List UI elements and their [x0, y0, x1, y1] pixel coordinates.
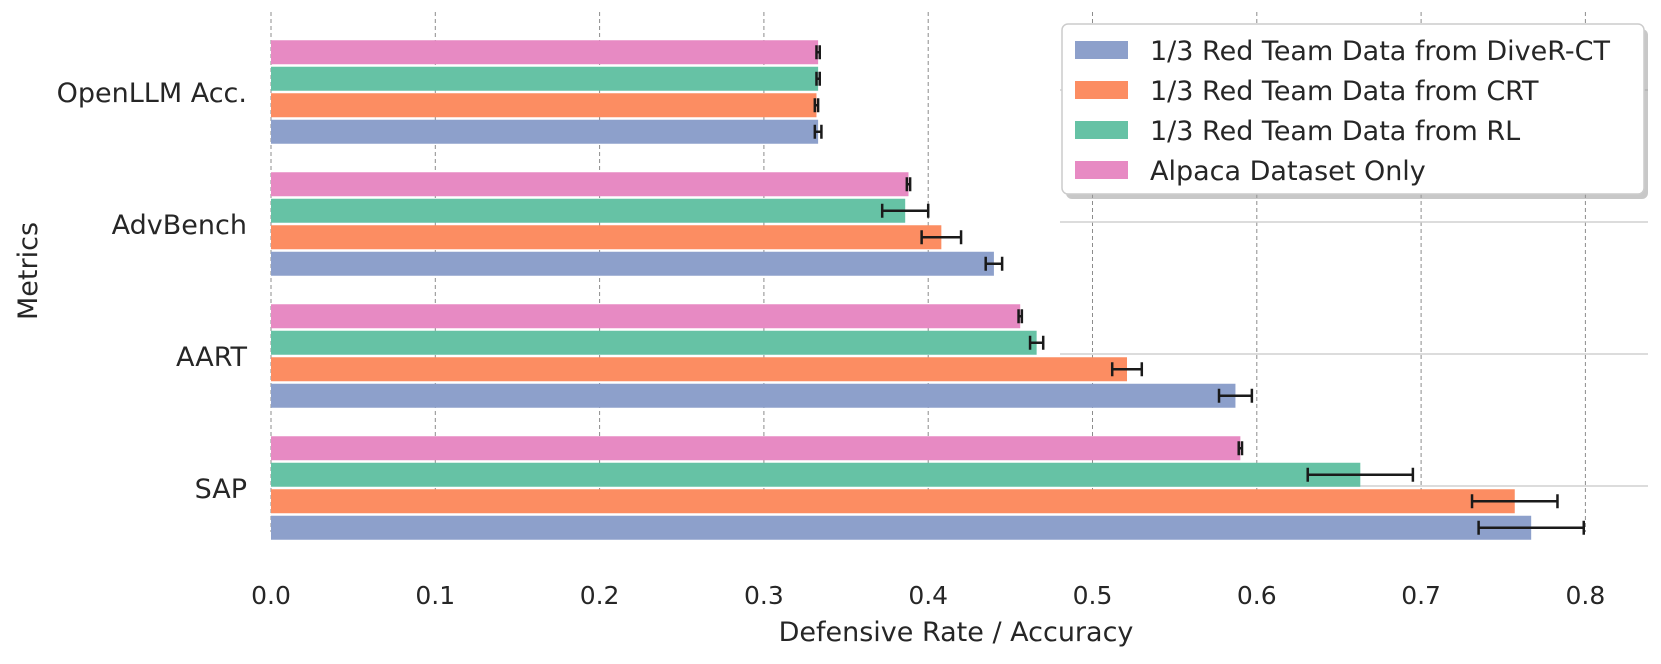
bar [271, 251, 994, 276]
bar [271, 357, 1128, 382]
bar [271, 66, 819, 91]
category-label: AdvBench [112, 210, 247, 241]
legend-swatch [1075, 81, 1128, 99]
category-label: AART [176, 342, 247, 373]
bars [271, 40, 1532, 540]
bar [271, 225, 942, 250]
bar [271, 383, 1236, 408]
x-tick-label: 0.6 [1237, 581, 1277, 610]
error-bars [813, 45, 1586, 535]
legend-swatch [1075, 41, 1128, 59]
x-tick-label: 0.7 [1401, 581, 1441, 610]
category-labels: SAP AART AdvBench OpenLLM Acc. [57, 78, 248, 505]
x-tick-labels: 0.0 0.1 0.2 0.3 0.4 0.5 0.6 0.7 0.8 [251, 581, 1605, 610]
legend-box [1061, 23, 1645, 195]
x-tick-label: 0.8 [1566, 581, 1606, 610]
x-tick-label: 0.4 [908, 581, 948, 610]
legend-label: Alpaca Dataset Only [1150, 156, 1426, 187]
legend-swatch [1075, 121, 1128, 139]
bar [271, 172, 909, 197]
bar [271, 119, 819, 144]
x-tick-label: 0.1 [415, 581, 455, 610]
x-tick-label: 0.0 [251, 581, 291, 610]
legend-label: 1/3 Red Team Data from CRT [1150, 76, 1539, 107]
x-axis-label: Defensive Rate / Accuracy [779, 617, 1134, 648]
bar [271, 462, 1361, 487]
bar [271, 93, 817, 118]
y-axis-label: Metrics [13, 222, 44, 320]
bar [271, 198, 906, 223]
x-tick-label: 0.2 [580, 581, 620, 610]
category-label: OpenLLM Acc. [57, 78, 247, 109]
legend: 1/3 Red Team Data from DiveR-CT 1/3 Red T… [1061, 23, 1648, 199]
bar [271, 436, 1241, 461]
bar [271, 330, 1037, 355]
x-tick-label: 0.3 [744, 581, 784, 610]
x-tick-label: 0.5 [1073, 581, 1113, 610]
legend-label: 1/3 Red Team Data from DiveR-CT [1150, 36, 1610, 67]
legend-swatch [1075, 161, 1128, 179]
legend-label: 1/3 Red Team Data from RL [1150, 116, 1520, 147]
category-label: SAP [195, 474, 247, 505]
bar [271, 304, 1021, 329]
bar [271, 515, 1532, 540]
bar [271, 40, 819, 65]
bar [271, 489, 1515, 514]
